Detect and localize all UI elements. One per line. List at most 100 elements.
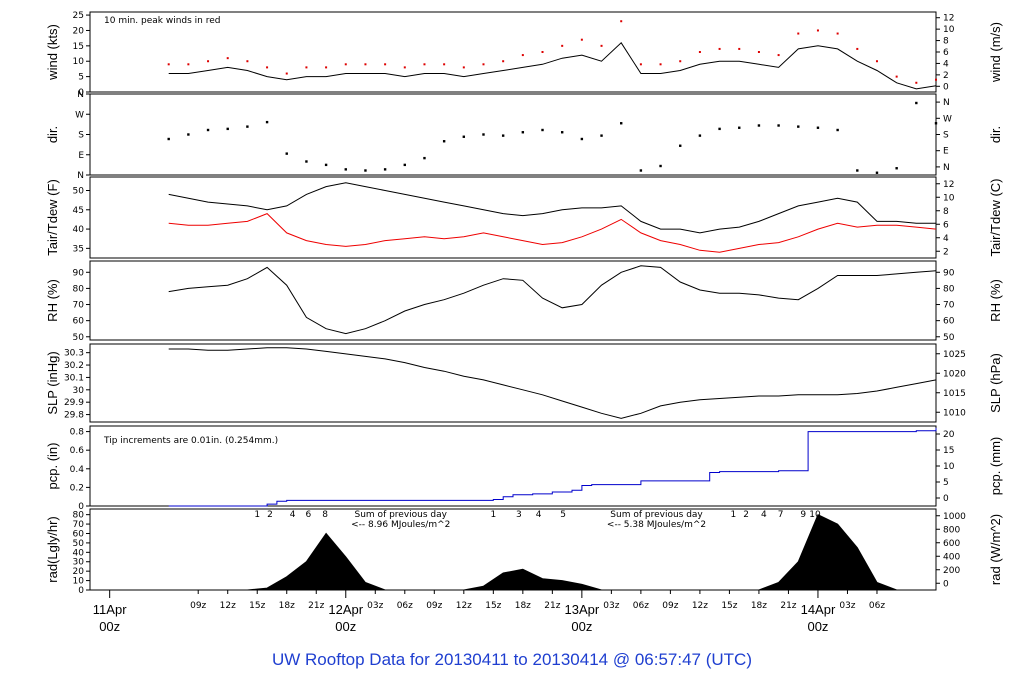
wind-direction-point <box>698 134 702 137</box>
sunlight-hour-marker: 4 <box>536 510 542 520</box>
wind-direction-point <box>501 134 505 137</box>
right-y-tick-label: 1020 <box>943 369 966 379</box>
y-tick-label: 70 <box>73 301 85 311</box>
peak-wind-point <box>718 47 721 50</box>
sunlight-hour-marker: 10 <box>809 510 821 520</box>
wind-direction-point <box>364 169 367 172</box>
y-tick-label: 10 <box>73 57 85 67</box>
hour-label: 15z <box>485 601 501 611</box>
peak-wind-point <box>364 63 367 66</box>
sunlight-hour-marker: 7 <box>778 510 784 520</box>
right-y-tick-label: 0 <box>943 82 949 92</box>
wind-direction-point <box>285 152 288 155</box>
right-y-tick-label: 0 <box>943 494 949 504</box>
y-axis-label-right: RH (%) <box>988 279 1003 322</box>
peak-wind-point <box>266 66 269 69</box>
wind-direction-point <box>639 169 643 172</box>
wind-direction-point <box>659 164 662 168</box>
peak-wind-point <box>757 51 760 53</box>
y-tick-label: 30.1 <box>64 373 84 383</box>
hour-label: 18z <box>515 601 531 611</box>
y-tick-label: 0.6 <box>70 446 85 456</box>
wind-direction-point <box>816 126 820 129</box>
peak-wind-point <box>462 66 465 69</box>
sunlight-hour-marker: 9 <box>800 510 806 520</box>
right-y-tick-label: S <box>943 131 949 141</box>
hour-label: 21z <box>544 601 560 611</box>
wind-direction-point <box>265 120 269 124</box>
peak-wind-point <box>207 60 210 63</box>
wind-direction-point <box>757 124 761 127</box>
y-tick-label: 60 <box>73 317 85 327</box>
hour-label: 09z <box>190 601 206 611</box>
peak-wind-point <box>816 29 819 32</box>
sunlight-hour-marker: 4 <box>290 510 296 520</box>
rh-line <box>168 265 937 335</box>
right-y-tick-label: 8 <box>943 207 949 217</box>
wind-direction-point <box>482 133 485 136</box>
y-axis-label-right: SLP (hPa) <box>988 353 1003 413</box>
radiation-sum-annotation: <-- 5.38 MJoules/m^2 <box>607 520 706 530</box>
peak-wind-point <box>521 54 524 57</box>
right-y-tick-label: 10 <box>943 462 955 472</box>
peak-wind-point <box>875 60 878 63</box>
y-tick-label: 70 <box>73 520 85 530</box>
peak-wind-point <box>403 66 406 69</box>
hour-label: 18z <box>279 601 295 611</box>
wind-direction-point <box>797 125 800 128</box>
date-label: 11Apr <box>93 602 127 617</box>
y-tick-label: 30 <box>73 558 85 568</box>
y-axis-label-left: pcp. (in) <box>45 443 60 490</box>
y-axis-label-left: Tair/Tdew (F) <box>45 179 60 256</box>
right-y-tick-label: E <box>943 147 949 157</box>
y-tick-label: 20 <box>73 26 85 36</box>
peak-wind-point <box>443 63 446 66</box>
right-y-tick-label: 4 <box>943 59 949 69</box>
wind-direction-point <box>600 134 603 137</box>
y-axis-label-right: rad (W/m^2) <box>988 514 1003 585</box>
wind-direction-point <box>167 137 170 141</box>
wind-direction-point <box>442 140 446 143</box>
y-tick-label: 15 <box>73 42 84 52</box>
y-axis-label-left: rad(Lgly/hr) <box>45 516 60 582</box>
wind-direction-point <box>206 128 210 132</box>
wind-direction-point <box>620 122 623 125</box>
right-y-tick-label: 20 <box>943 430 955 440</box>
peak-wind-point <box>836 32 839 35</box>
right-y-tick-label: 1010 <box>943 408 966 418</box>
wind-direction-point <box>423 156 426 160</box>
hour-label: 12z <box>220 601 236 611</box>
right-y-tick-label: 90 <box>943 268 955 278</box>
wind-direction-point <box>541 128 544 132</box>
right-y-tick-label: 12 <box>943 180 954 190</box>
sunlight-hour-marker: 8 <box>322 510 328 520</box>
wind-direction-point <box>875 171 879 174</box>
hour-label: 03z <box>367 601 383 611</box>
radiation-sum-annotation: <-- 8.96 MJoules/m^2 <box>351 520 450 530</box>
right-y-tick-label: 80 <box>943 284 955 294</box>
sunlight-hour-marker: 6 <box>306 510 312 520</box>
right-y-tick-label: 4 <box>943 234 949 244</box>
peak-wind-point <box>620 20 623 23</box>
right-y-tick-label: 6 <box>943 48 949 58</box>
peak-wind-point <box>305 66 308 69</box>
right-y-tick-label: 60 <box>943 317 955 327</box>
y-tick-label: 30 <box>73 386 85 396</box>
peak-wind-point <box>580 38 583 41</box>
right-y-tick-label: 6 <box>943 220 949 230</box>
wind-direction-point <box>777 124 780 127</box>
hour-label: 12z <box>456 601 472 611</box>
y-tick-label: 80 <box>73 511 85 521</box>
wind-direction-point <box>718 127 721 131</box>
radiation-sum-annotation: Sum of previous day <box>355 510 448 520</box>
peak-wind-point <box>738 47 741 50</box>
radiation-area <box>168 514 936 591</box>
date-label: 12Apr <box>328 602 363 617</box>
wind-direction-point <box>324 163 328 167</box>
wind-direction-point <box>521 131 525 134</box>
dewpoint-line <box>168 213 937 253</box>
y-axis-label-left: SLP (inHg) <box>45 351 60 414</box>
y-tick-label: 50 <box>73 333 85 343</box>
